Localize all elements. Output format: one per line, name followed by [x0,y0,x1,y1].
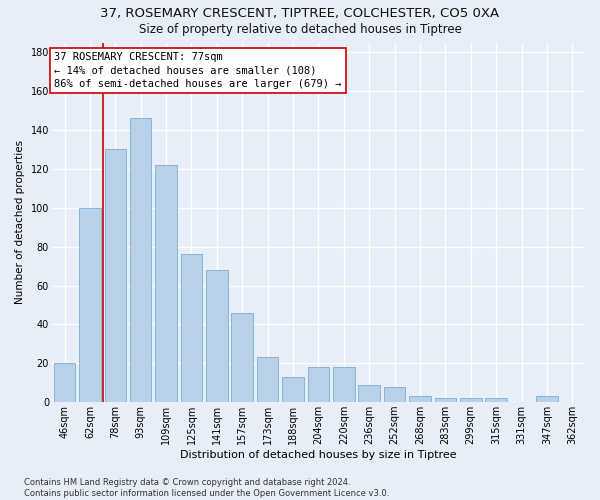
Bar [409,396,431,402]
Bar [460,398,482,402]
Y-axis label: Number of detached properties: Number of detached properties [15,140,25,304]
Bar [333,367,355,402]
Text: 37, ROSEMARY CRESCENT, TIPTREE, COLCHESTER, CO5 0XA: 37, ROSEMARY CRESCENT, TIPTREE, COLCHEST… [100,8,500,20]
Text: 37 ROSEMARY CRESCENT: 77sqm
← 14% of detached houses are smaller (108)
86% of se: 37 ROSEMARY CRESCENT: 77sqm ← 14% of det… [55,52,342,88]
Bar [282,377,304,402]
Bar [232,312,253,402]
Text: Contains HM Land Registry data © Crown copyright and database right 2024.
Contai: Contains HM Land Registry data © Crown c… [24,478,389,498]
Bar [79,208,101,402]
Bar [181,254,202,402]
Bar [130,118,151,402]
Bar [434,398,456,402]
Bar [536,396,558,402]
Text: Size of property relative to detached houses in Tiptree: Size of property relative to detached ho… [139,22,461,36]
Bar [155,165,177,402]
Bar [104,150,126,402]
Bar [206,270,227,402]
Bar [384,386,406,402]
X-axis label: Distribution of detached houses by size in Tiptree: Distribution of detached houses by size … [180,450,457,460]
Bar [308,367,329,402]
Bar [358,384,380,402]
Bar [54,364,76,402]
Bar [485,398,507,402]
Bar [257,358,278,402]
